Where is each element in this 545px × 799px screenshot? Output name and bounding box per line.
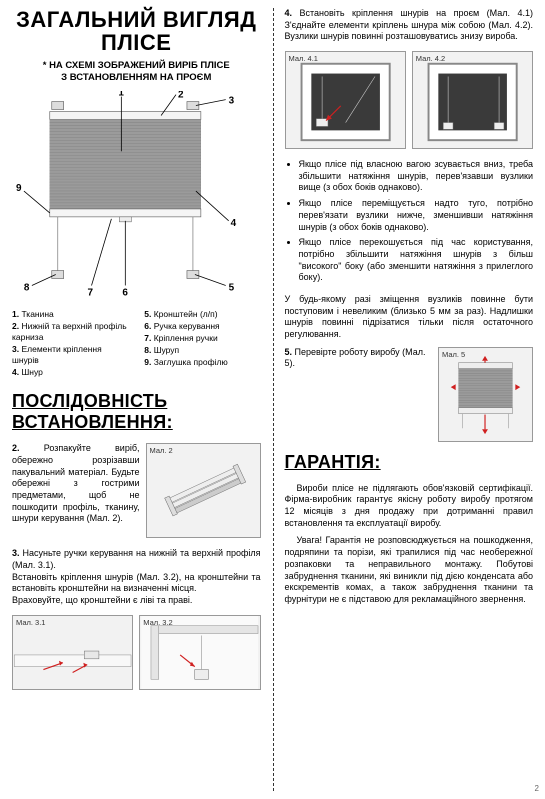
legend-item-4: 4. Шнур: [12, 367, 128, 378]
left-column: ЗАГАЛЬНИЙ ВИГЛЯД ПЛІСЕ * НА СХЕМІ ЗОБРАЖ…: [0, 0, 273, 799]
page: ЗАГАЛЬНИЙ ВИГЛЯД ПЛІСЕ * НА СХЕМІ ЗОБРАЖ…: [0, 0, 545, 799]
legend-col-1: 1. Тканина 2. Нижній та верхній профіль …: [12, 309, 128, 379]
svg-text:5: 5: [229, 282, 235, 293]
main-title: ЗАГАЛЬНИЙ ВИГЛЯД ПЛІСЕ: [12, 8, 261, 54]
figure-4-1: Мал. 4.1: [285, 51, 406, 149]
legend-item-1: 1. Тканина: [12, 309, 128, 320]
subtitle-line-2: З ВСТАНОВЛЕННЯМ НА ПРОЄМ: [61, 72, 211, 83]
figure-4-pair: Мал. 4.1 Мал. 4.2: [285, 51, 534, 149]
sequence-heading: ПОСЛІДОВНІСТЬ ВСТАНОВЛЕННЯ:: [12, 391, 261, 433]
figure-2: Мал. 2: [146, 443, 261, 538]
step-5: 5. Перевірте роботу виробу (Мал. 5). Мал…: [285, 347, 534, 442]
main-diagram: 1 2 3 4 5 6 7 8 9: [12, 91, 261, 301]
figure-5-svg: [439, 348, 532, 441]
figure-4-2: Мал. 4.2: [412, 51, 533, 149]
warranty-heading: ГАРАНТІЯ:: [285, 452, 534, 473]
blind-diagram-svg: 1 2 3 4 5 6 7 8 9: [12, 91, 261, 301]
step-4: 4. Встановіть кріплення шнурів на проєм …: [285, 8, 534, 43]
legend-item-3: 3. Елементи кріплення шнурів: [12, 344, 128, 366]
figure-2-label: Мал. 2: [150, 446, 173, 455]
figure-3-pair: Мал. 3.1 Мал. 3.2: [12, 615, 261, 690]
legend: 1. Тканина 2. Нижній та верхній профіль …: [12, 309, 261, 379]
legend-item-8: 8. Шуруп: [144, 345, 260, 356]
svg-text:8: 8: [24, 282, 30, 293]
svg-text:6: 6: [122, 287, 128, 298]
adjustment-bullets: Якщо плісе під власною вагою зсувається …: [285, 159, 534, 284]
bullet-2: Якщо плісе переміщується надто туго, пот…: [299, 198, 534, 233]
figure-4-1-label: Мал. 4.1: [289, 54, 318, 63]
warranty-p1: Вироби плісе не підлягають обов'язковій …: [285, 483, 534, 530]
figure-3-1: Мал. 3.1: [12, 615, 133, 690]
svg-text:4: 4: [231, 218, 237, 229]
step-3: 3. Насуньте ручки керування на нижній та…: [12, 548, 261, 606]
svg-text:1: 1: [118, 91, 124, 99]
step-2: 2. Розпакуйте виріб, обережно розрізавши…: [12, 443, 261, 538]
figure-3-2-label: Мал. 3.2: [143, 618, 172, 627]
svg-text:9: 9: [16, 183, 22, 194]
step-5-text: 5. Перевірте роботу виробу (Мал. 5).: [285, 347, 433, 370]
legend-item-7: 7. Кріплення ручки: [144, 333, 260, 344]
bullet-3: Якщо плісе перекошується під час користу…: [299, 237, 534, 284]
right-column: 4. Встановіть кріплення шнурів на проєм …: [273, 0, 545, 799]
svg-text:3: 3: [229, 96, 235, 107]
figure-4-2-label: Мал. 4.2: [416, 54, 445, 63]
figure-4-1-svg: [286, 52, 405, 148]
figure-2-svg: [147, 444, 260, 537]
legend-col-2: 5. Кронштейн (л/п) 6. Ручка керування 7.…: [144, 309, 260, 379]
subtitle: * НА СХЕМІ ЗОБРАЖЕНИЙ ВИРІБ ПЛІСЕ З ВСТА…: [12, 60, 261, 83]
page-number: 2: [535, 784, 539, 793]
figure-3-2: Мал. 3.2: [139, 615, 260, 690]
legend-item-2: 2. Нижній та верхній профіль карниза: [12, 321, 128, 343]
legend-item-6: 6. Ручка керування: [144, 321, 260, 332]
figure-4-2-svg: [413, 52, 532, 148]
warranty-p2: Увага! Гарантія не розповсюджується на п…: [285, 535, 534, 605]
step-2-text: 2. Розпакуйте виріб, обережно розрізавши…: [12, 443, 140, 530]
bullet-1: Якщо плісе під власною вагою зсувається …: [299, 159, 534, 194]
legend-item-9: 9. Заглушка профілю: [144, 357, 260, 368]
figure-5: Мал. 5: [438, 347, 533, 442]
svg-text:7: 7: [88, 287, 94, 298]
legend-item-5: 5. Кронштейн (л/п): [144, 309, 260, 320]
adjustment-note: У будь-якому разі зміщення вузликів пови…: [285, 294, 534, 341]
svg-text:2: 2: [178, 91, 184, 101]
subtitle-line-1: * НА СХЕМІ ЗОБРАЖЕНИЙ ВИРІБ ПЛІСЕ: [43, 60, 230, 71]
figure-5-label: Мал. 5: [442, 350, 465, 359]
figure-3-1-label: Мал. 3.1: [16, 618, 45, 627]
